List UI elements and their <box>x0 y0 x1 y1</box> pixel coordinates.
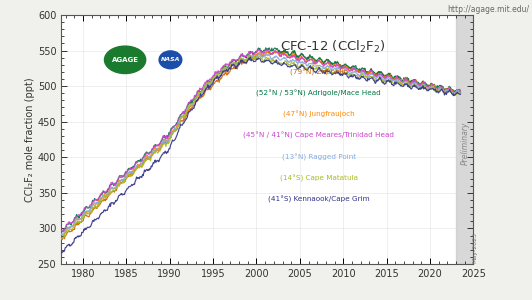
Ellipse shape <box>104 46 146 74</box>
Text: (13°N) Ragged Point: (13°N) Ragged Point <box>282 153 356 161</box>
Text: (41°S) Kennaook/Cape Grim: (41°S) Kennaook/Cape Grim <box>268 196 370 203</box>
Ellipse shape <box>159 51 182 69</box>
Text: May-2023: May-2023 <box>473 232 478 262</box>
Text: CFC-12 (CCl$_2$F$_2$): CFC-12 (CCl$_2$F$_2$) <box>280 39 386 56</box>
Y-axis label: CCl₂F₂ mole fraction (ppt): CCl₂F₂ mole fraction (ppt) <box>25 77 35 202</box>
Text: AGAGE: AGAGE <box>112 57 139 63</box>
Text: NASA: NASA <box>161 57 180 62</box>
Text: (47°N) Jungfraujoch: (47°N) Jungfraujoch <box>283 111 355 118</box>
Text: (79°N) Zeppelin: (79°N) Zeppelin <box>290 69 348 76</box>
Text: Preliminary: Preliminary <box>461 122 470 165</box>
Text: http://agage.mit.edu/: http://agage.mit.edu/ <box>447 4 529 14</box>
Text: (52°N / 53°N) Adrigole/Mace Head: (52°N / 53°N) Adrigole/Mace Head <box>256 90 381 97</box>
Text: (14°S) Cape Matatula: (14°S) Cape Matatula <box>280 175 358 182</box>
Text: (45°N / 41°N) Cape Meares/Trinidad Head: (45°N / 41°N) Cape Meares/Trinidad Head <box>243 132 394 140</box>
Bar <box>456 15 482 264</box>
